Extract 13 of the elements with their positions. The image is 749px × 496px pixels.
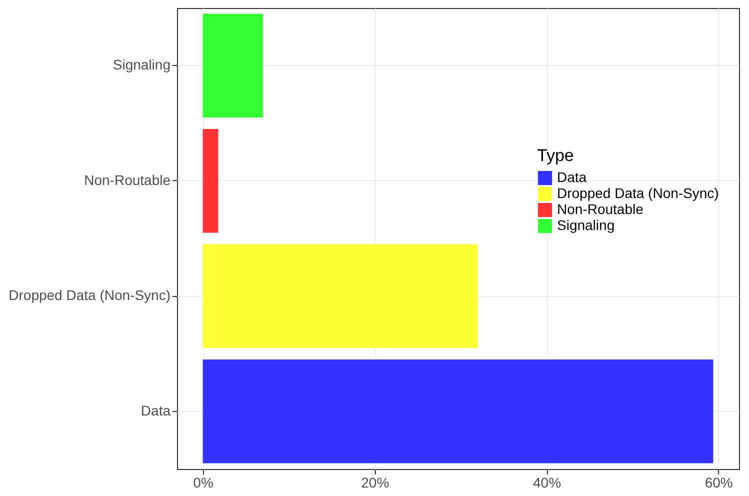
legend-label: Signaling — [557, 217, 615, 233]
legend-label: Non-Routable — [557, 201, 644, 217]
legend-label: Data — [557, 169, 587, 185]
x-tick-label: 60% — [704, 474, 733, 490]
y-tick-label: Data — [140, 402, 171, 418]
y-tick-label: Dropped Data (Non-Sync) — [8, 287, 170, 304]
x-tick-label: 0% — [193, 474, 214, 490]
x-tick-label: 20% — [361, 474, 390, 490]
x-tick-label: 40% — [532, 474, 562, 490]
y-tick-label: Non-Routable — [84, 172, 171, 188]
y-tick-label: Signaling — [112, 56, 170, 73]
legend-title: Type — [537, 146, 574, 165]
legend-label: Dropped Data (Non-Sync) — [557, 185, 719, 201]
